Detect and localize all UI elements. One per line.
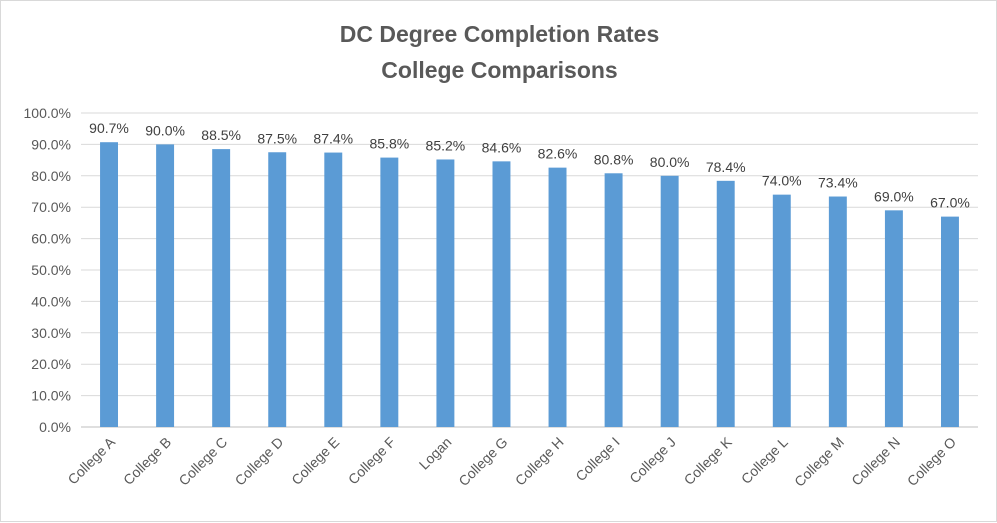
data-label: 67.0% [930,195,970,211]
bar [100,142,119,427]
x-tick-label: College A [64,433,118,487]
bar [436,159,455,428]
x-tick-label: Logan [416,434,455,473]
bar [548,167,567,428]
x-tick-label: College D [232,434,287,489]
data-label: 88.5% [201,127,241,143]
x-tick-label: College C [175,434,230,489]
y-tick-label: 80.0% [31,168,71,184]
y-tick-label: 50.0% [31,262,71,278]
y-tick-label: 40.0% [31,293,71,309]
bar [156,144,175,427]
x-tick-label: College F [345,434,399,488]
y-tick-label: 70.0% [31,199,71,215]
data-label: 87.5% [257,130,297,146]
data-label: 84.6% [482,139,522,155]
x-tick-label: College H [512,434,567,489]
data-label: 80.0% [650,154,690,170]
y-tick-label: 10.0% [31,388,71,404]
data-label: 85.8% [369,136,409,152]
bar [492,161,511,427]
data-label: 85.2% [426,137,466,153]
x-tick-label: College K [681,433,736,488]
data-label: 80.8% [594,151,634,167]
data-label: 87.4% [313,131,353,147]
y-tick-label: 60.0% [31,231,71,247]
data-label: 73.4% [818,175,858,191]
bar [604,173,623,427]
y-tick-label: 100.0% [24,105,71,121]
y-tick-label: 30.0% [31,325,71,341]
bar [380,157,399,427]
data-label: 90.0% [145,122,185,138]
x-tick-label: College N [848,434,903,489]
data-label: 74.0% [762,173,802,189]
bar [268,152,287,427]
x-tick-label: College E [288,434,342,488]
chart-title: DC Degree Completion Rates [339,21,660,47]
data-label: 78.4% [706,159,746,175]
y-tick-label: 90.0% [31,136,71,152]
bar [940,216,959,427]
x-tick-label: College B [120,434,174,488]
x-tick-label: College J [626,434,679,487]
data-label: 82.6% [538,146,578,162]
bar [884,210,903,427]
bar [660,175,679,427]
data-label: 90.7% [89,120,129,136]
bar [716,180,735,427]
bar [772,194,791,427]
x-tick-label: College L [738,434,791,487]
x-tick-label: College I [572,434,622,484]
bar [324,152,343,427]
bar [828,196,847,427]
x-tick-label: College M [791,434,847,490]
chart-subtitle: College Comparisons [381,57,618,83]
y-tick-label: 0.0% [39,419,71,435]
data-label: 69.0% [874,188,914,204]
x-tick-label: College O [904,434,959,489]
bar [212,149,231,428]
y-tick-label: 20.0% [31,356,71,372]
x-tick-label: College G [455,434,510,489]
